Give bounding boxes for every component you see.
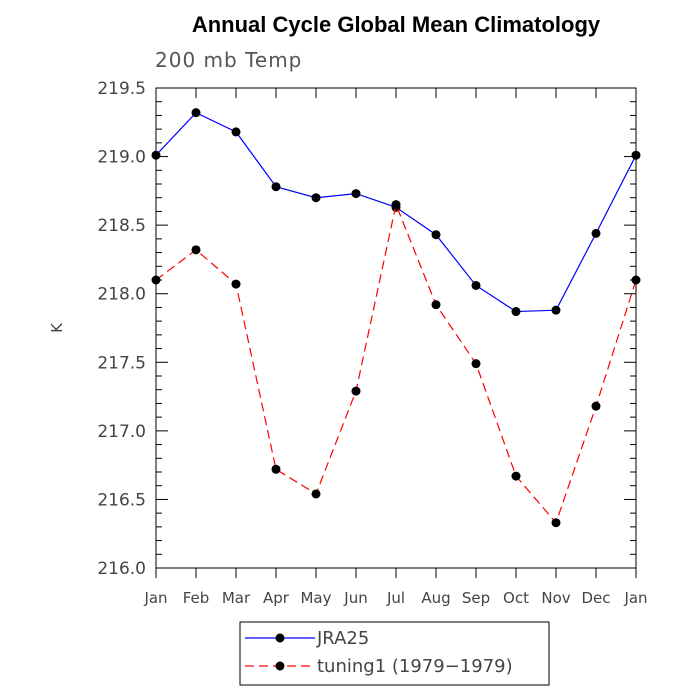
series-2-point [311, 489, 321, 499]
legend-label-1: JRA25 [316, 628, 369, 649]
y-tick-label: 217.5 [97, 353, 146, 373]
legend: JRA25 tuning1 (1979−1979) [239, 621, 550, 686]
series-1-point [551, 305, 561, 315]
y-axis-label: K [48, 322, 66, 333]
x-tick-label: Oct [503, 589, 529, 607]
x-tick-labels: Jan Feb Mar Apr May Jun Jul Aug Sep Oct Nov Dec Jan [143, 589, 647, 607]
y-tick-label: 216.0 [97, 559, 146, 579]
chart-subtitle: 200 mb Temp [155, 48, 302, 72]
series-1-point [351, 189, 361, 199]
series-2-point [391, 200, 401, 210]
y-tick-label: 218.5 [97, 216, 146, 236]
x-tick-label: Jun [343, 589, 367, 607]
x-tick-label: Mar [222, 589, 251, 607]
axis-ticks [155, 87, 637, 578]
series-2-point [351, 386, 361, 396]
x-tick-label: Jan [143, 589, 167, 607]
y-tick-label: 218.0 [97, 285, 146, 305]
series-2-point [591, 401, 601, 411]
series-1-point [511, 307, 521, 317]
legend-items: JRA25 tuning1 (1979−1979) [245, 628, 513, 677]
series-1-point [311, 193, 321, 203]
series-1-point [191, 108, 201, 118]
series-2-point [551, 518, 561, 528]
series-2-point [231, 279, 241, 289]
chart-title: Annual Cycle Global Mean Climatology [192, 12, 601, 37]
series-1-point [271, 182, 281, 192]
x-tick-label: Apr [263, 589, 290, 607]
x-tick-label: Feb [183, 589, 210, 607]
series-line-2 [155, 202, 637, 524]
x-tick-label: Dec [581, 589, 610, 607]
y-tick-label: 219.5 [97, 79, 146, 99]
x-tick-label: Nov [541, 589, 570, 607]
y-tick-label: 216.5 [97, 490, 146, 510]
x-tick-label: Jul [386, 589, 405, 607]
legend-marker-1 [275, 633, 285, 643]
x-tick-label: Aug [421, 589, 450, 607]
series-1-point [471, 280, 481, 290]
series-2-point [271, 464, 281, 474]
legend-label-2: tuning1 (1979−1979) [317, 656, 513, 677]
y-tick-labels: 216.0 216.5 217.0 217.5 218.0 218.5 219.0 219.5 [97, 79, 146, 579]
plot-frame [155, 87, 637, 569]
series-2-point [471, 359, 481, 369]
series-1-point [231, 127, 241, 137]
legend-marker-2 [275, 661, 285, 671]
data-series [151, 108, 641, 528]
series-line-1 [155, 111, 637, 313]
x-tick-label: Sep [462, 589, 490, 607]
series-2-point [511, 471, 521, 481]
x-tick-label: Jan [623, 589, 647, 607]
series-2-point [431, 300, 441, 310]
y-tick-label: 217.0 [97, 422, 146, 442]
y-tick-label: 219.0 [97, 148, 146, 168]
series-2-point [191, 245, 201, 255]
series-1-point [431, 230, 441, 240]
x-tick-label: May [300, 589, 331, 607]
series-1-point [591, 228, 601, 238]
legend-box [239, 621, 550, 686]
